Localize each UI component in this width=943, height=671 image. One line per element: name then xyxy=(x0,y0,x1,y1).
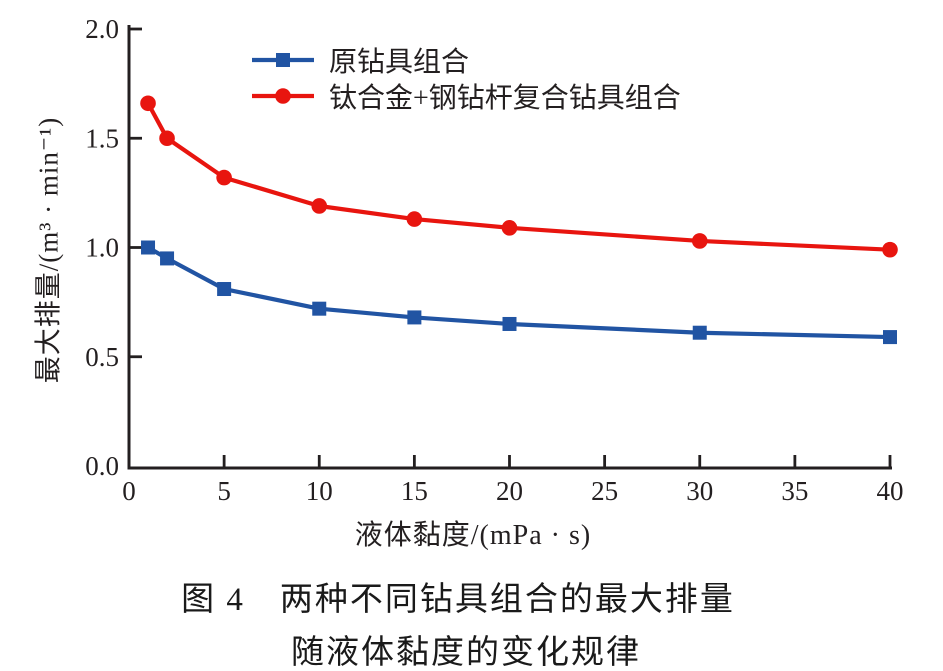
x-tick-label: 40 xyxy=(877,476,904,506)
series-1-marker xyxy=(159,130,175,147)
legend-item-titanium-steel-bha: 钛合金+钢钻杆复合钻具组合 xyxy=(251,78,681,114)
series-1-marker xyxy=(406,211,423,227)
legend-label: 原钻具组合 xyxy=(329,47,470,78)
series-0-marker xyxy=(160,251,175,266)
y-tick-label: 1.5 xyxy=(85,123,119,153)
series-1-marker xyxy=(501,220,518,236)
series-0-marker xyxy=(502,316,517,331)
y-tick-label: 2.0 xyxy=(85,14,119,44)
x-tick-label: 20 xyxy=(496,476,523,506)
legend-marker-square-icon xyxy=(252,53,314,67)
y-tick-label: 1.0 xyxy=(85,233,119,263)
x-axis-title: 液体黏度/(mPa · s) xyxy=(354,520,592,551)
legend-marker-circle-icon xyxy=(252,88,314,104)
series-0-marker xyxy=(883,330,897,345)
series-0-marker xyxy=(217,282,232,297)
x-tick-label: 0 xyxy=(122,476,136,506)
figure-caption-line-2: 随液体黏度的变化规律 xyxy=(291,635,641,671)
series-0-line xyxy=(145,245,893,340)
y-tick-label: 0.5 xyxy=(85,342,119,372)
x-tick-label: 10 xyxy=(306,476,333,506)
x-tick-label: 15 xyxy=(401,476,428,506)
series-1-marker xyxy=(216,169,232,186)
series-1-marker xyxy=(882,241,898,258)
x-tick-label: 25 xyxy=(591,476,618,506)
y-tick-label: 0.0 xyxy=(85,451,119,481)
series-1-marker xyxy=(311,198,328,214)
legend: 原钻具组合 钛合金+钢钻杆复合钻具组合 xyxy=(251,42,681,114)
legend-label: 钛合金+钢钻杆复合钻具组合 xyxy=(329,83,681,114)
figure-caption-line-1: 图 4 两种不同钻具组合的最大排量 xyxy=(181,582,735,618)
legend-item-original-bha: 原钻具组合 xyxy=(251,42,681,78)
series-1-line xyxy=(145,101,893,252)
series-0-marker xyxy=(312,301,327,316)
series-0-marker xyxy=(141,240,156,255)
x-tick-label: 35 xyxy=(781,476,808,506)
x-tick-label: 5 xyxy=(217,476,231,506)
series-1-marker xyxy=(691,233,708,249)
x-tick-label: 30 xyxy=(686,476,713,506)
series-0-marker xyxy=(407,310,422,325)
y-axis-title: 最大排量/(m³ · min⁻¹) xyxy=(33,116,64,384)
series-0-marker xyxy=(692,325,707,340)
series-1-marker xyxy=(140,95,156,112)
